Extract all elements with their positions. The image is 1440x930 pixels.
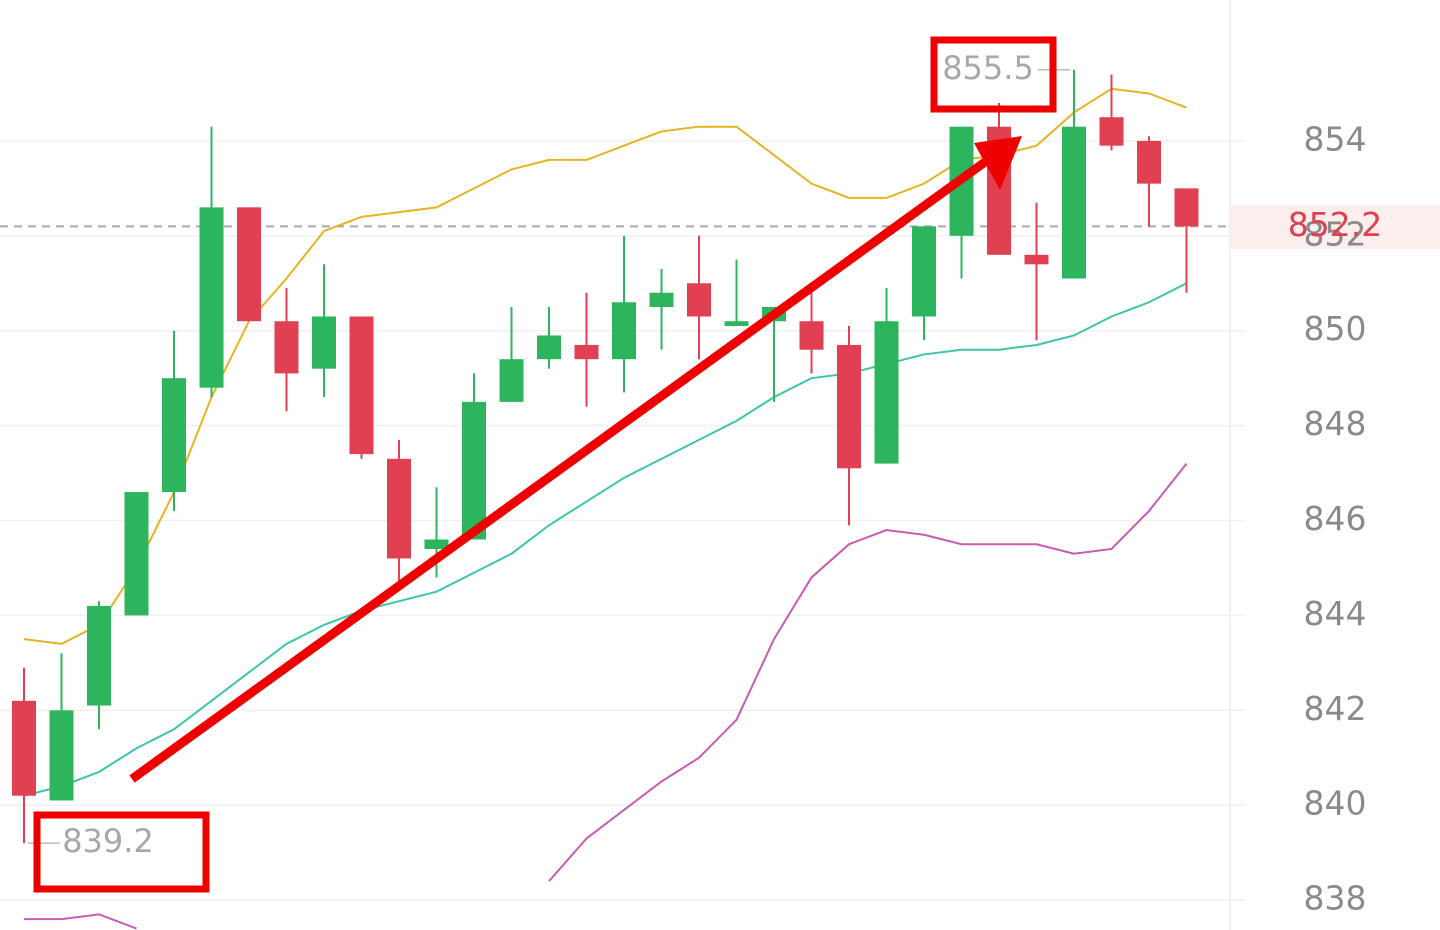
highlight-box <box>930 36 1057 113</box>
y-tick-label: 844 <box>1304 594 1367 633</box>
trend-arrow-head <box>974 136 1022 190</box>
candle-body <box>199 207 224 388</box>
candle-body <box>387 458 411 559</box>
min-annotation: 839.2 <box>62 822 154 860</box>
y-tick-label: 850 <box>1304 309 1367 348</box>
candle-body <box>162 378 186 493</box>
candle-body <box>237 207 261 322</box>
candle-body <box>1062 126 1086 279</box>
candle-body <box>837 344 861 469</box>
y-tick-label: 848 <box>1304 404 1367 443</box>
candle-body <box>612 302 636 360</box>
candles <box>12 69 1199 844</box>
candle-body <box>274 321 299 374</box>
candle-body <box>87 605 111 706</box>
labels: 852.2 855.5 839.2 <box>62 49 1382 860</box>
y-tick-label: 840 <box>1304 784 1367 823</box>
candle-body <box>537 335 561 360</box>
trend-arrow <box>129 158 988 783</box>
y-tick-label: 842 <box>1304 689 1367 728</box>
candle-body <box>312 316 336 369</box>
y-tick-label: 846 <box>1304 499 1367 538</box>
candle-body <box>1024 254 1049 265</box>
candle-body <box>799 321 824 350</box>
candle-body <box>574 344 599 360</box>
indicator-line <box>23 87 1187 645</box>
last-price-background <box>1230 205 1440 249</box>
y-tick-label: 852 <box>1304 214 1367 253</box>
candle-body <box>687 283 711 317</box>
candle-body <box>912 226 936 317</box>
indicator-line <box>23 282 1187 797</box>
candle-body <box>499 359 524 402</box>
candle-body <box>424 539 449 549</box>
candle-body <box>1137 140 1161 184</box>
highlight-box <box>33 811 210 893</box>
max-annotation: 855.5 <box>942 49 1034 87</box>
candle-body <box>724 321 749 326</box>
candle-body <box>49 710 74 801</box>
indicator-lines <box>23 87 1188 930</box>
candle-body <box>124 492 149 616</box>
candle-body <box>1099 117 1124 146</box>
candle-body <box>349 316 374 455</box>
candle-body <box>1174 188 1199 227</box>
last-price-label: 852.2 <box>1288 205 1382 244</box>
candle-body <box>462 401 486 540</box>
candle-body <box>874 321 899 464</box>
candle-body <box>649 292 674 307</box>
candle-body <box>12 700 36 796</box>
y-tick-label: 838 <box>1304 879 1367 918</box>
y-tick-label: 854 <box>1304 119 1367 158</box>
indicator-line <box>24 462 1188 930</box>
